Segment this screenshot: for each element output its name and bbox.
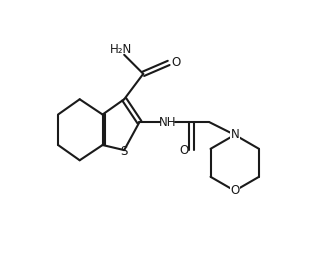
Text: N: N — [230, 128, 239, 141]
Text: O: O — [230, 184, 239, 197]
Text: O: O — [180, 144, 189, 157]
Text: O: O — [171, 56, 180, 69]
Text: NH: NH — [159, 116, 176, 129]
Text: S: S — [120, 145, 128, 158]
Text: H₂N: H₂N — [110, 43, 132, 56]
